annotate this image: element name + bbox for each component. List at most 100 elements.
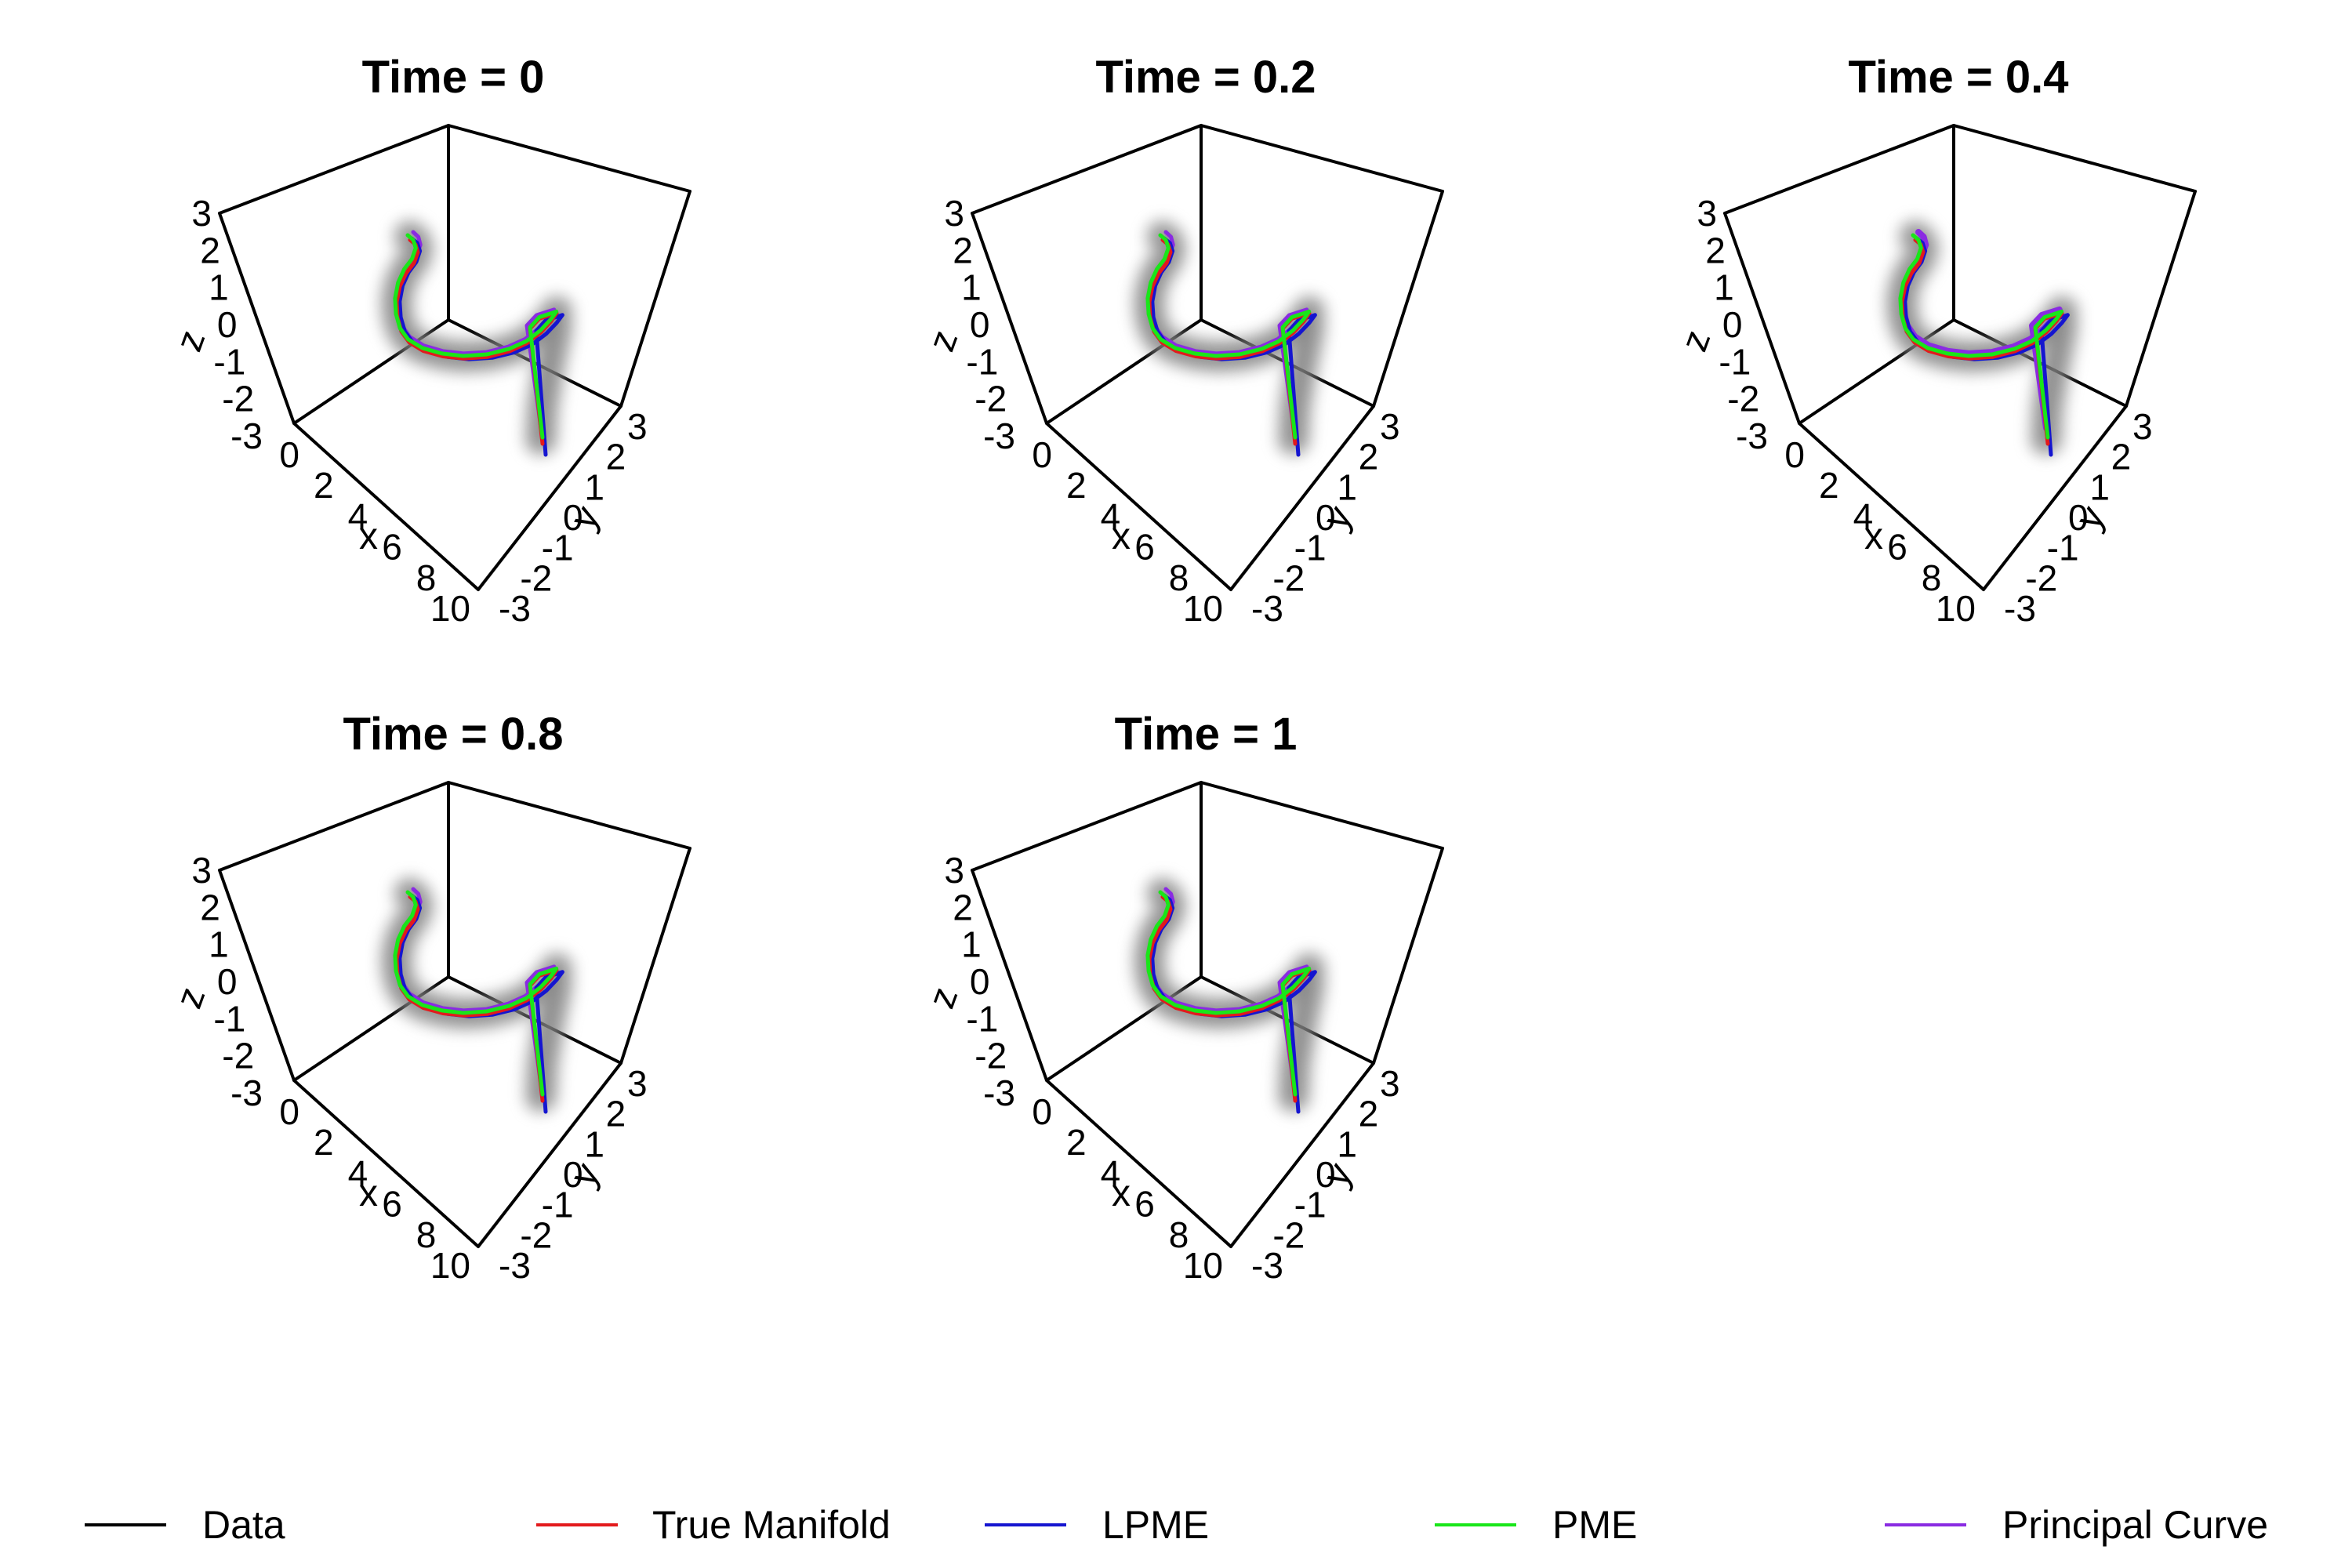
box-edge xyxy=(1045,422,1232,591)
z-tick-label: 2 xyxy=(953,230,973,270)
box-edge xyxy=(1200,781,1444,850)
series-line-pme xyxy=(393,233,559,440)
series-line-pme xyxy=(1898,233,2064,440)
x-axis-label: x xyxy=(359,1173,378,1214)
y-tick-label: -2 xyxy=(1272,1214,1305,1255)
y-tick-label: -2 xyxy=(2025,557,2057,598)
box-edge xyxy=(1372,190,1444,408)
x-tick-label: 8 xyxy=(416,557,437,598)
x-tick-label: 2 xyxy=(314,465,334,506)
panel-3: Time = 0.4 3210-1-2-3z0246810x-3-2-10123… xyxy=(1673,52,2197,629)
panel-title: Time = 0.4 xyxy=(1848,52,2068,103)
box-edge xyxy=(447,124,691,193)
x-tick-label: 0 xyxy=(1032,1091,1052,1132)
z-axis-label: z xyxy=(920,982,966,1014)
box-edge xyxy=(477,405,622,591)
box-edge xyxy=(447,781,691,850)
z-tick-label: -2 xyxy=(1727,379,1759,419)
z-tick-label: 0 xyxy=(1722,304,1743,345)
bounding-box xyxy=(971,781,1444,1248)
z-tick-label: -1 xyxy=(966,341,998,382)
y-tick-label: 1 xyxy=(584,1123,604,1164)
z-tick-label: -1 xyxy=(966,998,998,1039)
bounding-box xyxy=(218,781,691,1248)
y-tick-label: 2 xyxy=(2111,437,2132,477)
z-tick-label: -2 xyxy=(222,379,254,419)
y-tick-label: -3 xyxy=(1251,588,1283,629)
x-tick-label: 2 xyxy=(1819,465,1839,506)
box-edge xyxy=(292,1079,480,1248)
y-tick-label: 3 xyxy=(1380,406,1400,447)
y-tick-label: 1 xyxy=(1337,1123,1357,1164)
box-edge xyxy=(619,847,691,1065)
z-tick-label: -3 xyxy=(983,416,1015,456)
y-tick-label: 1 xyxy=(584,466,604,507)
panel-4: Time = 0.8 3210-1-2-3z0246810x-3-2-10123… xyxy=(168,709,691,1286)
z-tick-label: 0 xyxy=(217,961,238,1002)
z-tick-label: -3 xyxy=(230,416,263,456)
z-axis-label: z xyxy=(168,325,213,357)
z-tick-label: 0 xyxy=(970,304,990,345)
x-axis-label: x xyxy=(359,516,378,557)
y-tick-label: 0 xyxy=(563,1154,583,1195)
x-tick-label: 4 xyxy=(1101,1152,1121,1193)
y-tick-label: 1 xyxy=(1337,466,1357,507)
box-edge xyxy=(1952,124,2197,193)
x-tick-label: 6 xyxy=(382,527,402,568)
z-axis-label: z xyxy=(168,982,213,1014)
y-tick-label: 0 xyxy=(2068,497,2089,538)
z-tick-label: 0 xyxy=(970,961,990,1002)
x-tick-label: 4 xyxy=(348,1152,368,1193)
z-tick-label: -2 xyxy=(975,1036,1007,1076)
x-tick-label: 2 xyxy=(314,1122,334,1163)
panel-2: Time = 0.2 3210-1-2-3z0246810x-3-2-10123… xyxy=(920,52,1444,629)
x-tick-label: 8 xyxy=(1169,1214,1189,1255)
y-tick-label: -3 xyxy=(499,588,531,629)
y-tick-label: 3 xyxy=(627,406,648,447)
series-line-pme xyxy=(1145,890,1312,1097)
box-edge xyxy=(971,124,1203,215)
z-tick-label: 2 xyxy=(953,887,973,927)
z-tick-label: 1 xyxy=(961,267,982,308)
z-axis-label: z xyxy=(1673,325,1719,357)
legend: Data True Manifold LPME PME Principal Cu… xyxy=(85,1503,2268,1547)
box-edge xyxy=(218,869,296,1082)
z-tick-label: -3 xyxy=(1736,416,1768,456)
x-tick-label: 4 xyxy=(1101,495,1121,536)
panel-title: Time = 0 xyxy=(362,52,545,103)
legend-label: Principal Curve xyxy=(2002,1503,2268,1547)
y-tick-label: -1 xyxy=(542,1185,574,1225)
series-line-pme xyxy=(1145,233,1312,440)
x-tick-label: 0 xyxy=(279,1091,299,1132)
z-tick-label: -1 xyxy=(213,998,245,1039)
y-tick-label: -1 xyxy=(542,528,574,568)
z-tick-label: -3 xyxy=(983,1073,1015,1113)
box-edge xyxy=(1229,405,1375,591)
box-edge xyxy=(2125,190,2197,408)
box-edge xyxy=(477,1062,622,1248)
z-tick-label: -1 xyxy=(1719,341,1751,382)
panel-title: Time = 0.8 xyxy=(343,709,563,760)
legend-label: PME xyxy=(1552,1503,1637,1547)
x-tick-label: 10 xyxy=(1183,588,1223,629)
x-tick-label: 6 xyxy=(1887,527,1907,568)
y-tick-label: 2 xyxy=(606,437,626,477)
z-tick-label: 3 xyxy=(191,193,212,234)
z-tick-label: 1 xyxy=(961,924,982,965)
y-tick-label: 2 xyxy=(606,1094,626,1134)
x-tick-label: 4 xyxy=(348,495,368,536)
box-edge xyxy=(971,869,1048,1082)
legend-item-data: Data xyxy=(85,1503,285,1547)
